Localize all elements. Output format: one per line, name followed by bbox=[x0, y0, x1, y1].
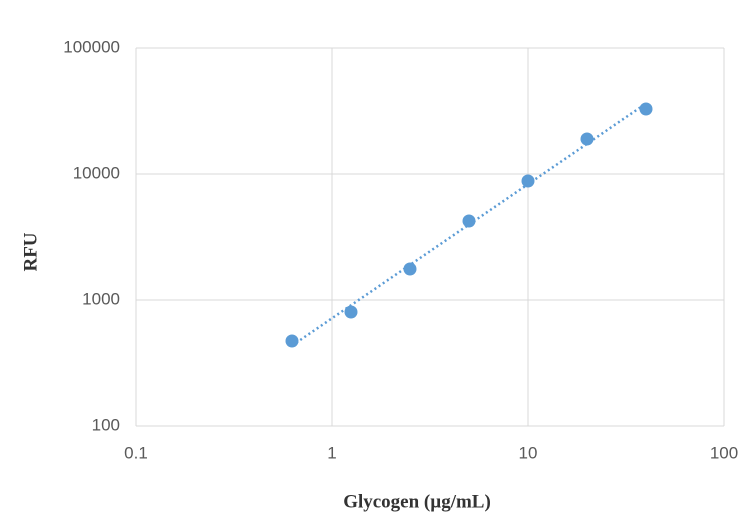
y-tick-label: 100000 bbox=[63, 37, 120, 56]
data-point bbox=[344, 305, 358, 319]
x-tick-label: 10 bbox=[519, 443, 538, 462]
trendline bbox=[291, 102, 647, 347]
data-point bbox=[580, 132, 594, 146]
data-point bbox=[403, 262, 417, 276]
y-tick-label: 100 bbox=[92, 415, 120, 434]
data-point bbox=[462, 214, 476, 228]
data-point bbox=[639, 102, 653, 116]
x-tick-label: 1 bbox=[327, 443, 336, 462]
data-point bbox=[521, 174, 535, 188]
x-tick-label: 0.1 bbox=[124, 443, 148, 462]
y-axis-title: RFU bbox=[20, 232, 41, 271]
x-tick-label: 100 bbox=[710, 443, 738, 462]
y-tick-label: 10000 bbox=[73, 163, 120, 182]
x-axis-title: Glycogen (µg/mL) bbox=[343, 491, 491, 512]
y-tick-label: 1000 bbox=[82, 289, 120, 308]
data-point bbox=[285, 334, 299, 348]
